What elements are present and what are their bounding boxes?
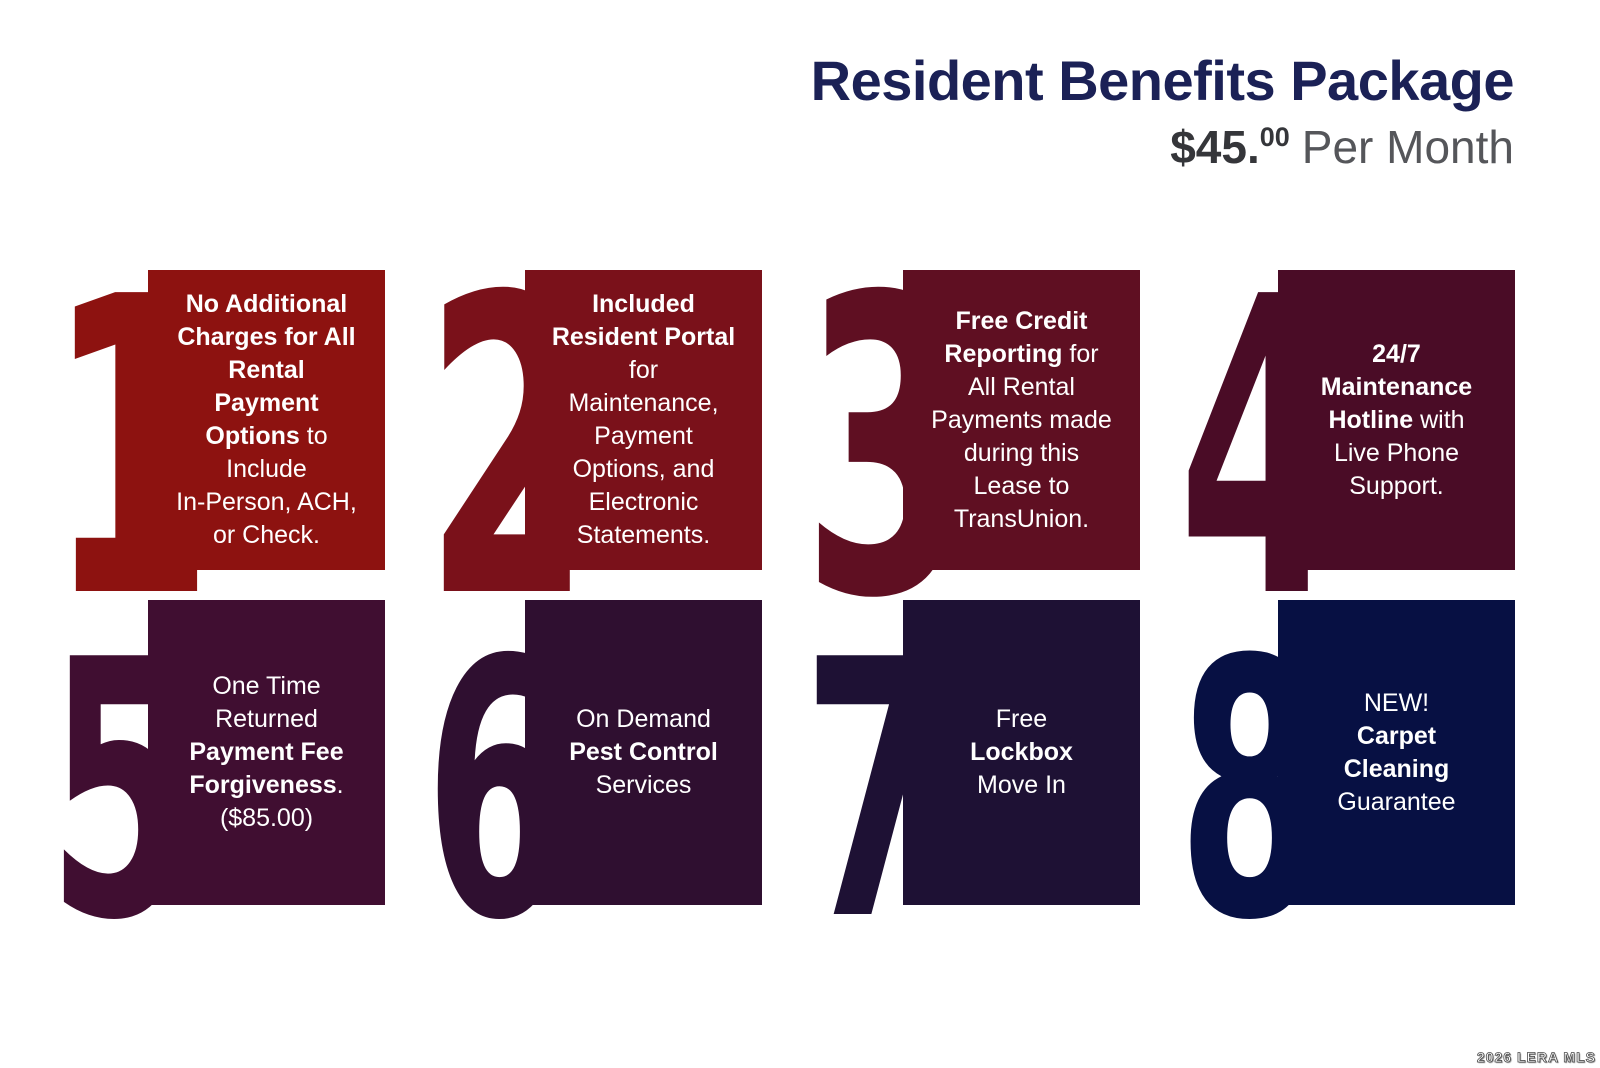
card-box: On Demand Pest Control Services (525, 600, 762, 905)
card-text-line: No Additional (185, 290, 348, 318)
card-text-line: Include (226, 455, 307, 483)
card-text-line: Live Phone (1333, 438, 1460, 467)
card-text: Included Resident Portal for Maintenance, Pa… (550, 288, 737, 552)
card-text-line: for (628, 356, 659, 384)
card-text-line: Move In (977, 771, 1066, 799)
card-text-line: during this (963, 438, 1080, 467)
card-text: Free Lockbox Move In (968, 703, 1075, 802)
card-text: One Time Returned Payment Fee Forgiveness. (… (187, 670, 345, 835)
card-text-line: Guarantee (1337, 787, 1456, 816)
card-text-line: Electronic (588, 488, 699, 516)
card-box: NEW! Carpet Cleaning Guarantee (1278, 600, 1515, 905)
card-text-line: ($85.00) (219, 804, 314, 832)
card-text-line: Resident Portal (551, 323, 736, 351)
card-text-line: Cleaning (1343, 754, 1450, 783)
card-box: One Time Returned Payment Fee Forgiveness. (… (148, 600, 385, 905)
card-text-line: NEW! (1363, 688, 1430, 717)
card-text-line: TransUnion. (953, 504, 1090, 533)
card-text-line: Maintenance (1320, 372, 1473, 401)
card-text-line: Payment (214, 389, 319, 417)
card-text-line: Maintenance, (568, 389, 719, 417)
benefit-card-1: 1 No Additional Charges for All Rental Payme… (48, 244, 385, 654)
card-text-line: Pest Control (569, 738, 718, 766)
card-text: NEW! Carpet Cleaning Guarantee (1335, 687, 1457, 819)
price-cents: 00 (1259, 122, 1290, 152)
card-text-line: Charges for All (177, 323, 356, 351)
benefit-card-6: 6 On Demand Pest Control Services (425, 600, 762, 969)
card-box: No Additional Charges for All Rental Paymen… (148, 270, 385, 570)
card-text-line: Payments made (931, 405, 1112, 434)
card-text-line: Returned (215, 705, 318, 733)
benefit-card-8: 8 NEW! Carpet Cleaning Guarantee (1178, 600, 1515, 969)
card-text: No Additional Charges for All Rental Paymen… (174, 288, 359, 552)
card-text-line: On Demand (576, 705, 711, 733)
card-text-line: Options to (205, 422, 328, 450)
card-text-line: or Check. (213, 521, 320, 549)
card-text-line: Statements. (576, 521, 711, 549)
card-text-line: Services (595, 771, 692, 799)
card-text-line: Payment (594, 422, 693, 450)
card-text-line: Carpet (1356, 721, 1437, 750)
card-text-line: Lockbox (970, 738, 1073, 766)
card-text-line: Payment Fee (189, 738, 344, 766)
card-text-line: One Time (212, 672, 321, 700)
card-text-line: 24/7 (1372, 339, 1421, 368)
card-box: 24/7 Maintenance Hotline with Live Phone Sup… (1278, 270, 1515, 570)
price-period: Per Month (1301, 121, 1514, 173)
card-text-line: Options, and (572, 455, 715, 483)
card-box: Free Lockbox Move In (903, 600, 1140, 905)
card-text-line: All Rental (967, 372, 1075, 401)
benefit-card-3: 3 Free Credit Reporting for All Rental Payme… (803, 244, 1140, 654)
card-text-line: Support. (1349, 471, 1444, 500)
benefit-card-5: 5 One Time Returned Payment Fee Forgiveness.… (48, 600, 385, 969)
card-text-line: Rental (228, 356, 305, 384)
price-amount: $45. (1170, 121, 1260, 173)
card-text: On Demand Pest Control Services (567, 703, 720, 802)
card-text: Free Credit Reporting for All Rental Paymen… (929, 305, 1114, 536)
card-text-line: Included (592, 290, 695, 318)
benefit-card-2: 2 Included Resident Portal for Maintenance, P… (425, 244, 762, 654)
card-box: Included Resident Portal for Maintenance, Pa… (525, 270, 762, 570)
card-box: Free Credit Reporting for All Rental Paymen… (903, 270, 1140, 570)
card-text-line: Free (995, 705, 1048, 733)
card-text-line: Lease to (973, 471, 1070, 500)
card-text-line: Free Credit (955, 306, 1088, 335)
card-text: 24/7 Maintenance Hotline with Live Phone Sup… (1319, 338, 1474, 503)
watermark: 2026 LERA MLS (1476, 1049, 1596, 1066)
card-text-line: Hotline with (1328, 405, 1465, 434)
page-title: Resident Benefits Package (810, 49, 1515, 112)
card-text-line: In-Person, ACH, (176, 488, 357, 516)
price-line: $45.00 Per Month (1170, 121, 1514, 174)
card-text-line: Reporting for (944, 339, 1099, 368)
benefit-card-4: 4 24/7 Maintenance Hotline with Live Phone Su… (1178, 244, 1515, 654)
benefit-card-7: 7 Free Lockbox Move In (803, 600, 1140, 969)
card-text-line: Forgiveness. (189, 771, 344, 799)
